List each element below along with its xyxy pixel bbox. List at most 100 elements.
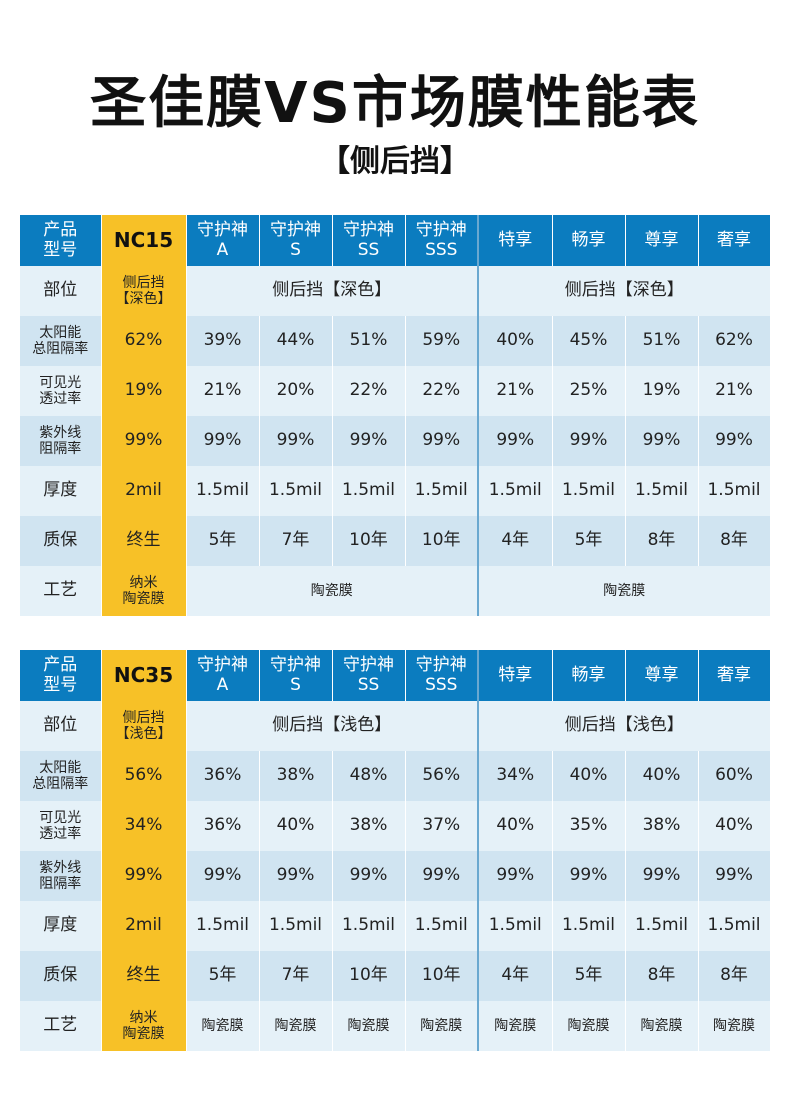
table-row: 厚度 2mil 1.5mil 1.5mil 1.5mil 1.5mil 1.5mil 1.5m… xyxy=(20,466,771,516)
competitor-value: 40% xyxy=(259,801,333,851)
competitor-value: 40% xyxy=(625,751,699,801)
competitor-value: 38% xyxy=(332,801,406,851)
competitor-value: 99% xyxy=(332,851,406,901)
competitor-value: 1.5mil xyxy=(625,901,699,951)
product-value: 终生 xyxy=(101,516,187,566)
row-label: 质保 xyxy=(20,516,102,566)
competitor-value: 1.5mil xyxy=(625,466,699,516)
competitor-value: 5年 xyxy=(186,516,260,566)
product-value: 终生 xyxy=(101,951,187,1001)
competitor-value: 8年 xyxy=(698,516,771,566)
competitor-value: 99% xyxy=(625,851,699,901)
table-row: 紫外线 阻隔率 99% 99% 99% 99% 99% 99% 99% 99% 99% xyxy=(20,851,771,901)
product-value: 侧后挡 【深色】 xyxy=(101,266,187,316)
row-label: 紫外线 阻隔率 xyxy=(20,851,102,901)
competitor-value: 4年 xyxy=(478,516,553,566)
competitor-value: 56% xyxy=(405,751,479,801)
competitor-value: 10年 xyxy=(405,516,479,566)
competitor-value: 10年 xyxy=(332,516,406,566)
competitor-value: 99% xyxy=(478,851,553,901)
competitor-value: 25% xyxy=(552,366,626,416)
competitor-value: 40% xyxy=(552,751,626,801)
table-row: 太阳能 总阻隔率 56% 36% 38% 48% 56% 34% 40% 40% 60% xyxy=(20,751,771,801)
competitor-value: 陶瓷膜 xyxy=(478,1001,553,1051)
header-product: NC35 xyxy=(101,650,187,701)
competitor-value: 39% xyxy=(186,316,260,366)
row-label: 可见光 透过率 xyxy=(20,801,102,851)
competitor-value: 21% xyxy=(698,366,771,416)
product-value: 99% xyxy=(101,416,187,466)
competitor-value: 4年 xyxy=(478,951,553,1001)
header-row: 产品 型号 NC35 守护神 A 守护神 S 守护神 SS 守护神 SSS 特享 畅享 尊享 奢享 xyxy=(20,650,771,701)
product-value: 2mil xyxy=(101,466,187,516)
competitor-value: 99% xyxy=(186,851,260,901)
table-row: 质保 终生 5年 7年 10年 10年 4年 5年 8年 8年 xyxy=(20,951,771,1001)
competitor-value: 陶瓷膜 xyxy=(259,1001,333,1051)
product-value: 62% xyxy=(101,316,187,366)
competitor-value: 38% xyxy=(625,801,699,851)
competitor-value: 陶瓷膜 xyxy=(405,1001,479,1051)
competitor-value: 1.5mil xyxy=(405,466,479,516)
table-row: 厚度 2mil 1.5mil 1.5mil 1.5mil 1.5mil 1.5mil 1.5m… xyxy=(20,901,771,951)
competitor-value: 34% xyxy=(478,751,553,801)
header-competitor: 尊享 xyxy=(625,650,699,701)
group-value: 侧后挡【浅色】 xyxy=(478,701,771,751)
competitor-value: 99% xyxy=(552,416,626,466)
header-competitor: 特享 xyxy=(478,650,553,701)
competitor-value: 陶瓷膜 xyxy=(625,1001,699,1051)
product-value: 侧后挡 【浅色】 xyxy=(101,701,187,751)
competitor-value: 62% xyxy=(698,316,771,366)
group-value: 陶瓷膜 xyxy=(478,566,771,616)
competitor-value: 陶瓷膜 xyxy=(698,1001,771,1051)
competitor-value: 7年 xyxy=(259,516,333,566)
competitor-value: 1.5mil xyxy=(259,466,333,516)
competitor-value: 51% xyxy=(332,316,406,366)
competitor-value: 99% xyxy=(186,416,260,466)
competitor-value: 48% xyxy=(332,751,406,801)
competitor-value: 8年 xyxy=(625,951,699,1001)
competitor-value: 7年 xyxy=(259,951,333,1001)
competitor-value: 1.5mil xyxy=(698,901,771,951)
product-value: 2mil xyxy=(101,901,187,951)
product-value: 34% xyxy=(101,801,187,851)
table-row: 可见光 透过率 19% 21% 20% 22% 22% 21% 25% 19% 21% xyxy=(20,366,771,416)
group-value: 陶瓷膜 xyxy=(186,566,479,616)
competitor-value: 1.5mil xyxy=(259,901,333,951)
comparison-table-nc15: 产品 型号 NC15 守护神 A 守护神 S 守护神 SS 守护神 SSS 特享 畅享 尊享 奢享… xyxy=(20,215,771,616)
competitor-value: 35% xyxy=(552,801,626,851)
competitor-value: 45% xyxy=(552,316,626,366)
competitor-value: 8年 xyxy=(625,516,699,566)
competitor-value: 1.5mil xyxy=(698,466,771,516)
competitor-value: 99% xyxy=(405,416,479,466)
header-competitor: 守护神 A xyxy=(186,215,260,266)
table-row: 部位 侧后挡 【浅色】 侧后挡【浅色】 侧后挡【浅色】 xyxy=(20,701,771,751)
competitor-value: 1.5mil xyxy=(552,901,626,951)
product-value: 99% xyxy=(101,851,187,901)
page-title: 圣佳膜VS市场膜性能表 xyxy=(90,71,700,136)
product-value: 纳米 陶瓷膜 xyxy=(101,566,187,616)
competitor-value: 99% xyxy=(698,416,771,466)
competitor-value: 21% xyxy=(478,366,553,416)
competitor-value: 1.5mil xyxy=(186,901,260,951)
row-label: 太阳能 总阻隔率 xyxy=(20,751,102,801)
table-row: 紫外线 阻隔率 99% 99% 99% 99% 99% 99% 99% 99% 99% xyxy=(20,416,771,466)
row-label: 厚度 xyxy=(20,466,102,516)
row-label: 质保 xyxy=(20,951,102,1001)
table-row: 工艺 纳米 陶瓷膜 陶瓷膜 陶瓷膜 xyxy=(20,566,771,616)
row-label: 工艺 xyxy=(20,1001,102,1051)
competitor-value: 99% xyxy=(625,416,699,466)
competitor-value: 1.5mil xyxy=(552,466,626,516)
competitor-value: 22% xyxy=(405,366,479,416)
comparison-table-nc35: 产品 型号 NC35 守护神 A 守护神 S 守护神 SS 守护神 SSS 特享 畅享 尊享 奢享… xyxy=(20,650,771,1051)
header-competitor: 守护神 A xyxy=(186,650,260,701)
page-subtitle: 【侧后挡】 xyxy=(320,144,470,179)
competitor-value: 5年 xyxy=(552,516,626,566)
competitor-value: 99% xyxy=(259,416,333,466)
competitor-value: 36% xyxy=(186,751,260,801)
competitor-value: 8年 xyxy=(698,951,771,1001)
competitor-value: 99% xyxy=(405,851,479,901)
competitor-value: 60% xyxy=(698,751,771,801)
row-label: 厚度 xyxy=(20,901,102,951)
competitor-value: 21% xyxy=(186,366,260,416)
competitor-value: 99% xyxy=(698,851,771,901)
